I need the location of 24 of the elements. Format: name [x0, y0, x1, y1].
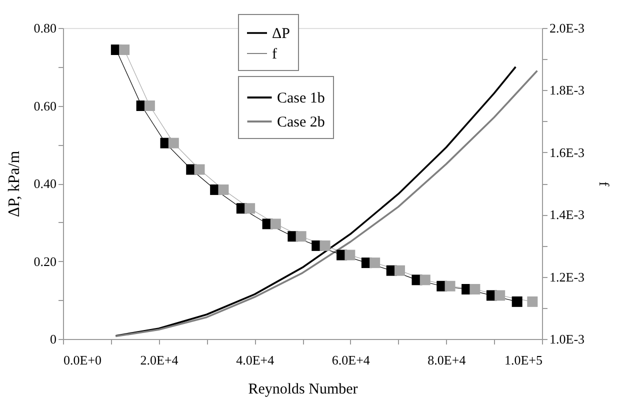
- y-tick-label: 0.80: [34, 20, 56, 36]
- annotation: ΔP: [272, 26, 290, 42]
- x-tick-label: 6.0E+4: [332, 352, 370, 368]
- annotation: f: [272, 46, 277, 62]
- legend-label: Case 2b: [277, 114, 325, 130]
- y-tick-label: 0.20: [34, 254, 56, 269]
- y2-tick-label: 1.6E-3: [550, 144, 585, 160]
- x-tick-label: 2.0E+4: [140, 352, 179, 368]
- x-tick-label: 0.0E+0: [64, 352, 102, 368]
- y2-tick-label: 1.2E-3: [550, 269, 585, 284]
- x-tick-label: 4.0E+4: [236, 352, 275, 368]
- y-tick-label: 0.40: [34, 176, 56, 191]
- y2-tick-label: 2.0E-3: [550, 20, 585, 36]
- y2-tick-label: 1.8E-3: [550, 82, 585, 98]
- x-tick-label: 1.0E+5: [504, 352, 542, 368]
- y2-tick-label: 1.4E-3: [550, 207, 585, 222]
- y2-axis-title: f: [596, 182, 611, 187]
- y-axis-title: ΔP, kPa/m: [6, 150, 23, 218]
- y-tick-label: 0.60: [34, 98, 56, 114]
- legend-label: Case 1b: [277, 90, 325, 106]
- y2-tick-label: 1.0E-3: [550, 332, 585, 346]
- y-tick-label: 0: [50, 332, 56, 346]
- x-axis-title: Reynolds Number: [248, 382, 358, 398]
- x-tick-label: 8.0E+4: [428, 352, 466, 368]
